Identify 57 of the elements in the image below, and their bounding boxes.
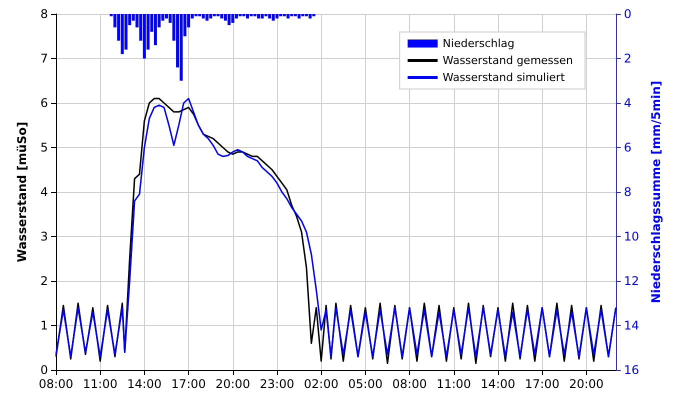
x-tick-label: 08:00 [38,377,74,391]
x-tick-label: 23:00 [260,377,294,391]
y-tick-label: 1 [40,318,48,332]
y2-tick-label: 12 [624,274,640,288]
y2-tick-label: 10 [624,230,640,244]
y-tick-label: 7 [40,52,48,66]
bar [268,14,272,18]
bar [154,14,157,46]
bar [120,14,124,54]
y2-tick-label: 0 [624,7,632,21]
x-tick-label: 11:00 [82,377,118,391]
y2-axis-title: Niederschlagssumme [mm/5min] [649,80,663,304]
y2-tick-label: 6 [624,140,632,154]
bar [286,14,290,18]
x-tick-label: 17:00 [524,377,560,391]
y-tick-label: 4 [40,185,48,199]
bar [180,14,183,81]
x-tick-label: 11:00 [436,377,472,391]
bar [209,14,212,18]
x-tick-label: 20:00 [569,377,604,391]
y-tick-label: 6 [40,96,48,110]
y-tick-label: 2 [40,274,48,288]
y-tick-label: 5 [40,140,48,154]
y2-tick-label: 2 [624,52,632,66]
bar [308,14,312,18]
bar [298,14,301,18]
y-axis-title: Wasserstand [müSo] [15,122,29,262]
y2-tick-label: 4 [624,96,632,110]
x-tick-label: 02:00 [304,377,338,391]
bar [142,14,146,58]
bar [124,14,128,50]
legend-label: Niederschlag [442,37,515,50]
x-tick-label: 20:00 [215,377,250,391]
bar [260,14,264,18]
y-tick-label: 0 [40,363,48,377]
x-tick-label: 14:00 [480,377,516,391]
bar [206,14,209,21]
x-tick-label: 17:00 [171,377,206,391]
y2-tick-label: 14 [624,318,640,332]
bar [202,14,205,18]
y2-tick-label: 16 [624,363,640,377]
bar [272,14,275,21]
x-tick-label: 14:00 [127,377,162,391]
bar [257,14,260,18]
y-tick-label: 3 [40,230,48,244]
legend-label: Wasserstand gemessen [442,54,574,67]
x-tick-label: 05:00 [348,377,383,391]
bar [231,14,234,23]
legend-label: Wasserstand simuliert [442,71,566,84]
bar [275,14,278,18]
y2-tick-label: 8 [624,185,632,199]
bar [224,14,227,21]
bar [228,14,231,26]
y-tick-label: 8 [40,7,48,21]
bar [246,14,250,18]
bar [220,14,224,18]
x-tick-label: 08:00 [392,377,427,391]
